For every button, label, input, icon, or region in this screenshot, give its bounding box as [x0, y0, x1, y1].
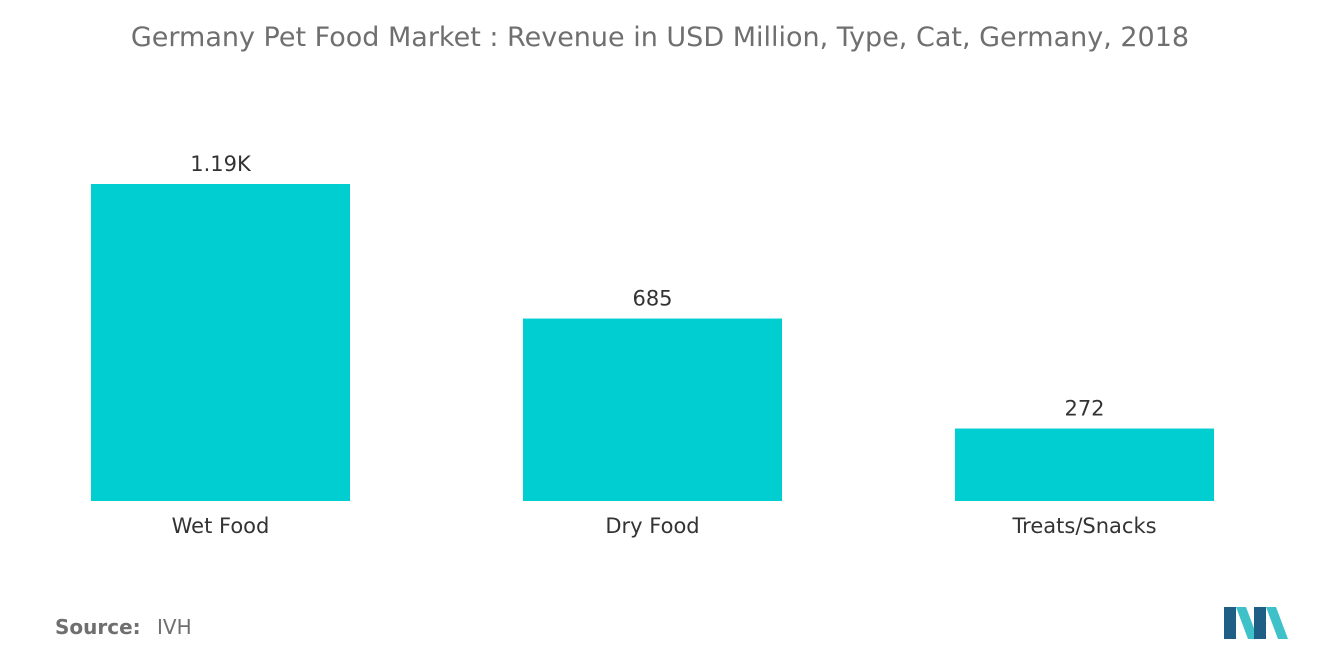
bars-layer [91, 184, 1214, 501]
bar-treats-snacks [955, 428, 1214, 501]
bar-wet-food [91, 184, 350, 501]
data-label: 272 [1064, 397, 1104, 421]
x-tick-label: Wet Food [172, 514, 270, 538]
x-tick-label: Dry Food [605, 514, 699, 538]
data-label: 1.19K [190, 152, 252, 176]
source-value: IVH [157, 615, 192, 639]
source-label: Source: [55, 615, 141, 639]
source-note: Source: IVH [55, 615, 192, 639]
labels-layer: 1.19K Wet Food 685 Dry Food 272 Treats/Snacks [172, 152, 1157, 538]
x-tick-label: Treats/Snacks [1011, 514, 1156, 538]
mordor-intelligence-logo-icon [1224, 607, 1288, 639]
data-label: 685 [632, 287, 672, 311]
chart-title: Germany Pet Food Market : Revenue in USD… [130, 22, 1190, 53]
bar-dry-food [523, 318, 782, 501]
